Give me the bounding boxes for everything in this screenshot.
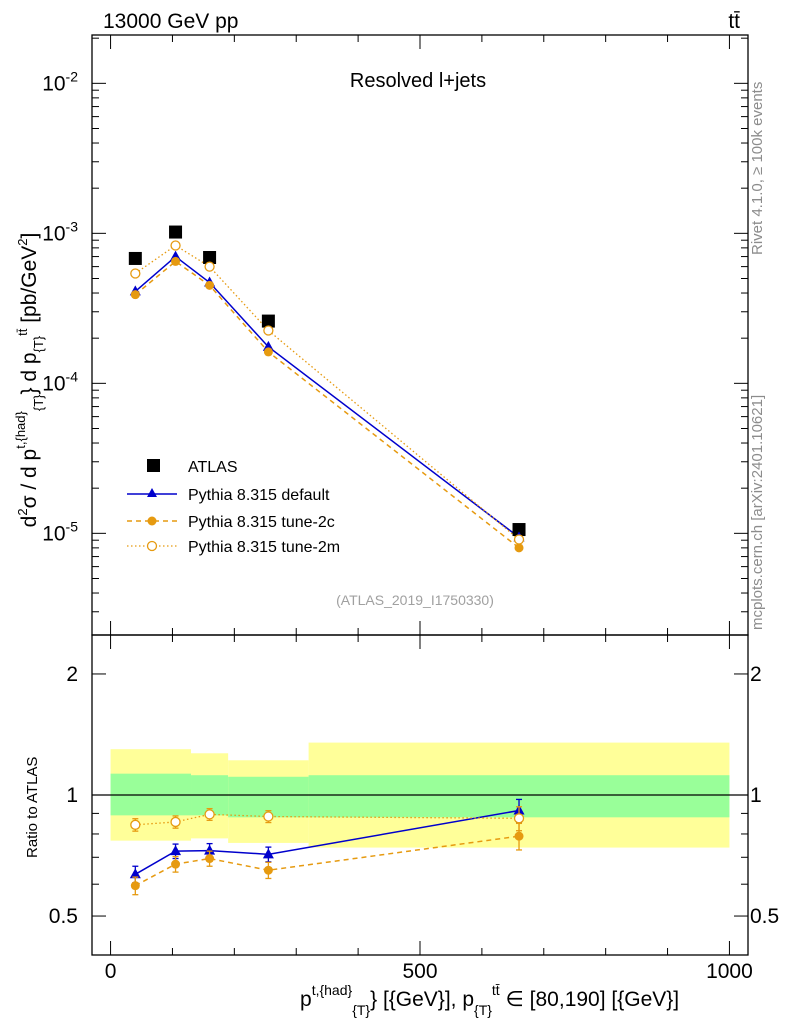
legend-default-marker xyxy=(147,488,157,497)
main-y-tick-label: 10-5 xyxy=(42,518,78,545)
main-point-3 xyxy=(130,268,141,279)
ratio-point-2 xyxy=(170,816,181,828)
legend-atlas-marker xyxy=(147,459,160,472)
legend-tune2c-marker xyxy=(147,516,157,526)
mcplots-source: mcplots.cern.ch [arXiv:2401.10621] xyxy=(749,395,766,630)
ratio-y-tick-label-right: 1 xyxy=(750,784,762,807)
main-point-0 xyxy=(128,251,142,265)
ratio-series-line-1 xyxy=(134,835,520,887)
ratio-point-0 xyxy=(262,848,274,859)
selection-label: Resolved l+jets xyxy=(350,70,486,92)
x-tick-label: 0 xyxy=(105,960,117,983)
ratio-point-1 xyxy=(171,859,181,869)
main-series-line-2 xyxy=(134,260,520,549)
ratio-point-1 xyxy=(514,831,524,841)
main-point-0 xyxy=(261,314,275,328)
tick-labels: 10-5 10-4 10-3 10-2 0.5 0.5 1 1 2 2 0 500 1000 xyxy=(42,68,779,983)
energy-label: 13000 GeV pp xyxy=(103,10,238,33)
ratio-point-2 xyxy=(204,809,215,820)
legend-atlas-label: ATLAS xyxy=(188,459,238,476)
ratio-point-1 xyxy=(130,881,140,891)
x-axis-title: pt,{had}{T}} [{GeV}], p{T}tt̄ ∈ [80,190]… xyxy=(300,982,679,1018)
ratio-y-tick-label-left: 1 xyxy=(66,784,78,807)
ratio-y-axis-title: Ratio to ATLAS xyxy=(24,757,41,858)
main-point-2 xyxy=(514,543,524,553)
main-point-0 xyxy=(169,225,183,239)
ratio-y-tick-label-left: 2 xyxy=(66,663,78,686)
ratio-y-tick-label-right: 0.5 xyxy=(750,905,779,928)
ratio-point-2 xyxy=(130,819,141,830)
legend-tune2c-label: Pythia 8.315 tune-2c xyxy=(188,514,335,531)
ratio-point-0 xyxy=(170,845,182,856)
ratio-frame xyxy=(91,634,749,956)
main-point-3 xyxy=(170,240,181,251)
rivet-version: Rivet 4.1.0, ≥ 100k events xyxy=(749,82,766,255)
x-tick-label: 500 xyxy=(402,960,437,983)
process-label: tt̄ xyxy=(728,10,740,33)
main-y-tick-label: 10-3 xyxy=(42,218,78,245)
legend-tune2m-marker xyxy=(146,540,158,552)
main-point-0 xyxy=(512,523,526,537)
main-point-3 xyxy=(263,325,274,336)
x-tick-label: 1000 xyxy=(706,960,753,983)
ratio-point-1 xyxy=(263,865,273,875)
legend-tune2m-label: Pythia 8.315 tune-2m xyxy=(188,539,340,556)
main-point-3 xyxy=(204,261,215,272)
main-series-markers xyxy=(128,225,526,553)
ratio-point-2 xyxy=(513,813,525,824)
main-y-axis-title: d2σ / d pt,{had}{T}} d p{T}tt̄ [pb/GeV2] xyxy=(13,233,46,528)
ratio-uncertainty-bands xyxy=(92,742,748,848)
main-point-0 xyxy=(203,251,217,265)
main-y-tick-label: 10-4 xyxy=(42,368,78,395)
ratio-point-2 xyxy=(263,811,274,822)
ratio-y-tick-label-left: 0.5 xyxy=(49,905,78,928)
main-point-2 xyxy=(205,280,215,290)
main-y-tick-label: 10-2 xyxy=(42,68,78,95)
main-point-3 xyxy=(513,534,525,545)
main-point-2 xyxy=(130,290,140,300)
analysis-id: (ATLAS_2019_I1750330) xyxy=(336,592,494,608)
main-point-2 xyxy=(263,347,273,357)
ratio-y-tick-label-right: 2 xyxy=(750,663,762,686)
ratio-point-1 xyxy=(205,854,215,864)
ratio-series-markers xyxy=(129,798,525,896)
main-point-2 xyxy=(171,256,181,266)
axis-ticks xyxy=(92,35,748,956)
ratio-point-0 xyxy=(204,844,216,855)
legend: ATLAS Pythia 8.315 default Pythia 8.315 … xyxy=(127,459,340,556)
ratio-point-0 xyxy=(129,868,141,879)
legend-default-label: Pythia 8.315 default xyxy=(188,487,330,504)
